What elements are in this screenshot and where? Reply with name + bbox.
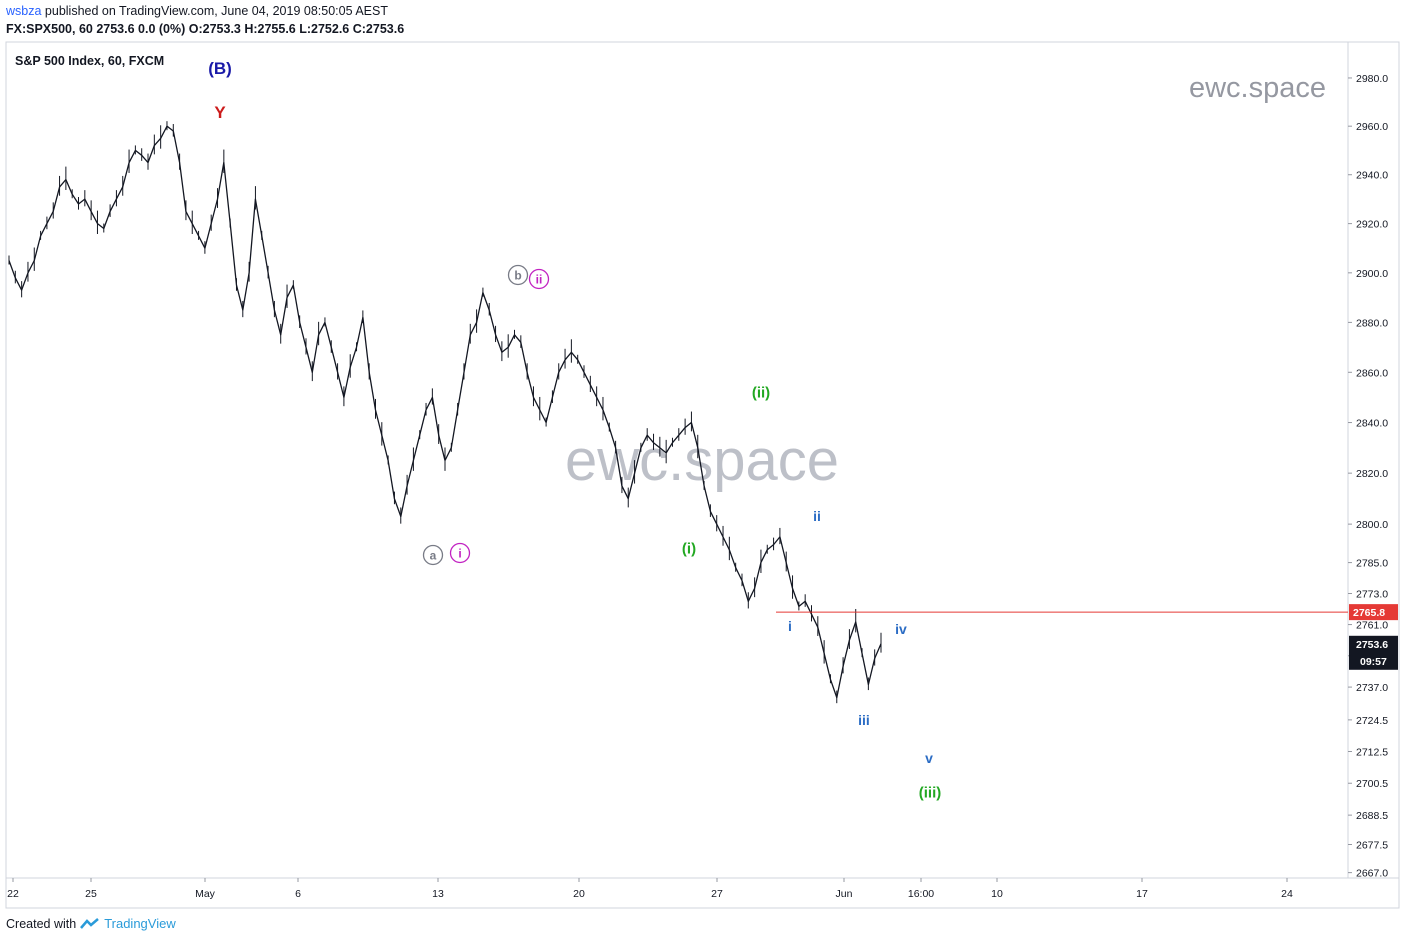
wave-label: i xyxy=(788,618,792,634)
author-link[interactable]: wsbza xyxy=(6,4,42,18)
wave-label-circle xyxy=(528,268,550,290)
y-tick-label: 2700.5 xyxy=(1356,778,1388,790)
price-line-label: 2765.8 xyxy=(1353,607,1385,619)
x-tick-label: 20 xyxy=(573,888,585,900)
price-line-badge xyxy=(1349,604,1398,621)
chart-title: S&P 500 Index, 60, FXCM xyxy=(15,54,164,68)
wave-label: iv xyxy=(895,621,907,637)
y-tick-label: 2960.0 xyxy=(1356,121,1388,133)
wave-label: Y xyxy=(214,103,226,122)
wave-label: i xyxy=(458,547,461,561)
y-tick-label: 2667.0 xyxy=(1356,868,1388,880)
x-tick-label: May xyxy=(195,888,216,900)
wave-label: (ii) xyxy=(752,384,770,401)
last-price-badge xyxy=(1349,635,1398,670)
publish-info: wsbza published on TradingView.com, June… xyxy=(6,4,388,18)
wave-label: iii xyxy=(858,712,870,728)
y-tick-label: 2820.0 xyxy=(1356,468,1388,480)
footer: Created with TradingView xyxy=(6,916,176,931)
y-tick-label: 2880.0 xyxy=(1356,317,1388,329)
y-tick-label: 2677.5 xyxy=(1356,839,1388,851)
wave-label: v xyxy=(925,750,933,766)
y-tick-label: 2773.0 xyxy=(1356,589,1388,601)
price-series-line xyxy=(8,125,882,699)
wave-label: ii xyxy=(813,508,821,524)
x-tick-label: 10 xyxy=(991,888,1003,900)
y-tick-label: 2688.5 xyxy=(1356,810,1388,822)
y-tick-label: 2737.0 xyxy=(1356,682,1388,694)
center-watermark: ewc.space xyxy=(565,428,839,493)
y-tick-label: 2785.0 xyxy=(1356,558,1388,570)
wave-label: (i) xyxy=(682,540,696,557)
wave-label-circle xyxy=(507,264,529,286)
x-tick-label: 17 xyxy=(1136,888,1148,900)
y-tick-label: 2860.0 xyxy=(1356,367,1388,379)
y-tick-label: 2724.5 xyxy=(1356,715,1388,727)
last-price-label: 2753.6 xyxy=(1356,639,1388,651)
time-axis-frame xyxy=(5,877,1400,909)
y-tick-label: 2900.0 xyxy=(1356,268,1388,280)
x-tick-label: 13 xyxy=(432,888,444,900)
created-with-text: Created with xyxy=(6,916,77,931)
corner-watermark: ewc.space xyxy=(1189,72,1326,104)
y-tick-label: 2840.0 xyxy=(1356,418,1388,430)
wave-label: a xyxy=(430,549,437,563)
y-tick-label: 2800.0 xyxy=(1356,519,1388,531)
y-tick-label: 2712.5 xyxy=(1356,746,1388,758)
wave-label-circle xyxy=(422,544,444,566)
wave-label-circle xyxy=(449,542,471,564)
x-tick-label: 24 xyxy=(1281,888,1293,900)
ohlc-line: FX:SPX500, 60 2753.6 0.0 (0%) O:2753.3 H… xyxy=(6,22,405,36)
wave-label: (B) xyxy=(208,59,232,78)
y-tick-label: 2980.0 xyxy=(1356,73,1388,85)
x-tick-label: Jun xyxy=(836,888,853,900)
x-tick-label: 25 xyxy=(85,888,97,900)
x-tick-label: 27 xyxy=(711,888,723,900)
y-tick-label: 2940.0 xyxy=(1356,170,1388,182)
wave-label: ii xyxy=(536,273,543,287)
publish-text: published on TradingView.com, June 04, 2… xyxy=(41,4,388,18)
y-tick-label: 2920.0 xyxy=(1356,219,1388,231)
wave-label: b xyxy=(514,269,521,283)
countdown-label: 09:57 xyxy=(1360,656,1387,668)
x-tick-label: 6 xyxy=(295,888,301,900)
tradingview-logo-icon xyxy=(80,917,100,929)
tradingview-brand[interactable]: TradingView xyxy=(104,916,176,931)
wave-label: (iii) xyxy=(919,784,942,801)
x-tick-label: 16:00 xyxy=(908,888,934,900)
y-tick-label: 2761.0 xyxy=(1356,620,1388,632)
x-tick-label: 22 xyxy=(7,888,19,900)
